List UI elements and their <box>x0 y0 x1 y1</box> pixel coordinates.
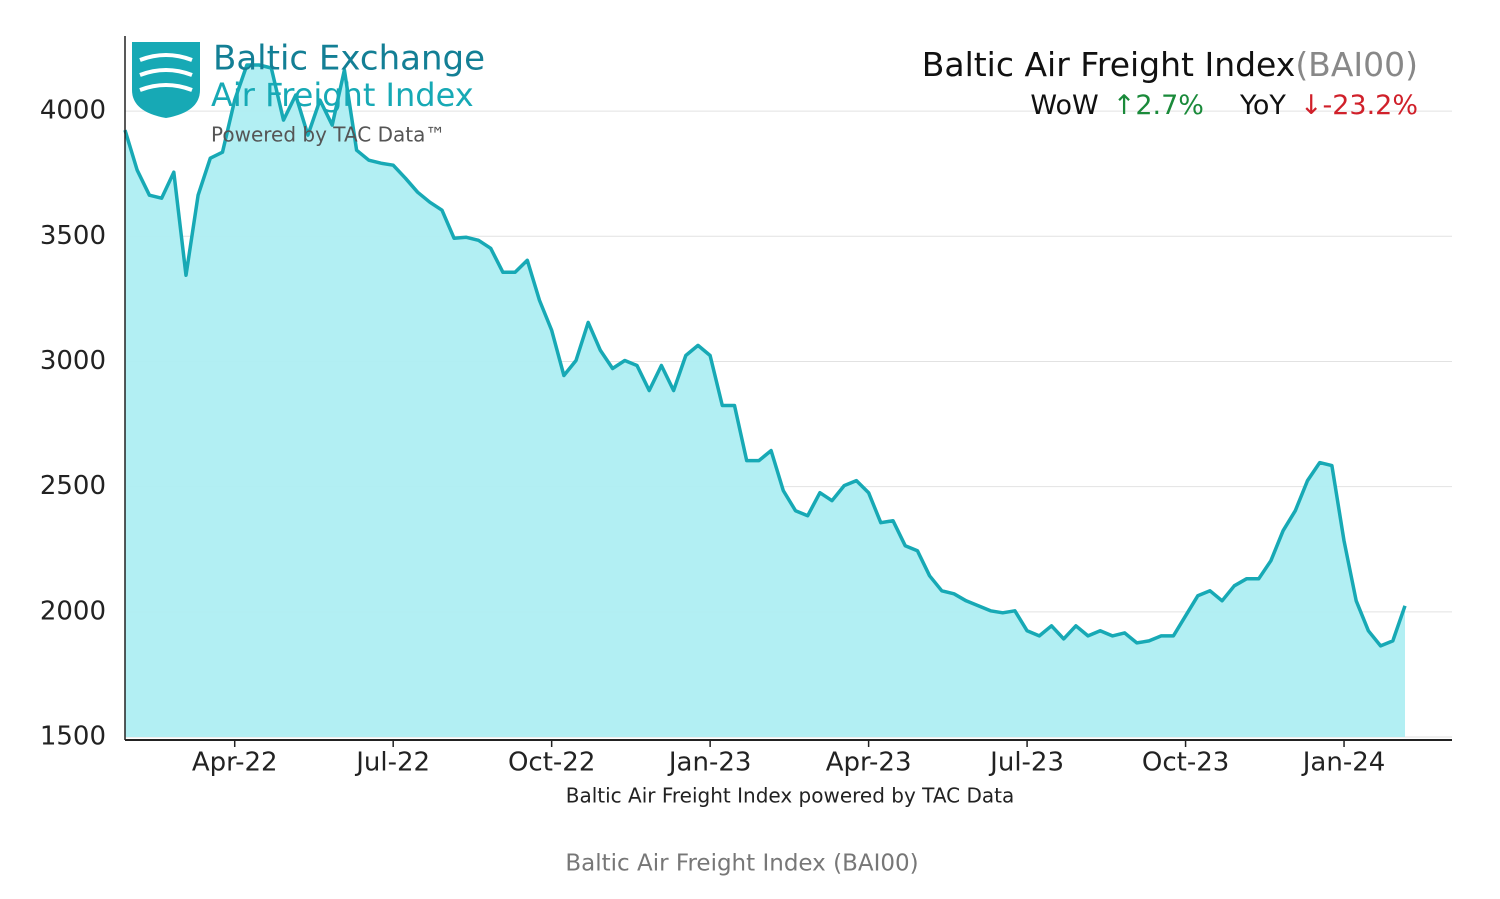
stat-label: YoY <box>1239 90 1286 121</box>
y-tick-label: 4000 <box>40 96 106 126</box>
x-tick-label: Jul-23 <box>988 748 1064 778</box>
title-text: Baltic Air Freight Index <box>922 45 1296 84</box>
x-axis-label: Baltic Air Freight Index powered by TAC … <box>566 784 1014 808</box>
x-tick-label: Jan-23 <box>667 748 752 778</box>
logo-powered: Powered by TAC Data™ <box>211 123 445 147</box>
stat-value: ↑2.7% <box>1113 90 1204 121</box>
x-tick-label: Apr-22 <box>192 748 278 778</box>
caption: Baltic Air Freight Index (BAI00) <box>565 851 918 877</box>
x-tick-label: Oct-22 <box>508 748 595 778</box>
plot-area: 1500 2000 2500 3000 3500 4000 Apr-22 Jul-22 Oct-… <box>40 36 1452 778</box>
logo: Baltic Exchange Air Freight Index Powere… <box>132 39 485 147</box>
logo-waves <box>139 53 193 92</box>
y-tick-label: 2500 <box>40 471 106 501</box>
x-tick-label: Jan-24 <box>1301 748 1386 778</box>
x-tick-label: Oct-23 <box>1142 748 1229 778</box>
x-tick-label: Apr-23 <box>826 748 912 778</box>
title-code: (BAI00) <box>1295 45 1418 84</box>
y-tick-label: 3000 <box>40 346 106 376</box>
y-tick-label: 2000 <box>40 596 106 626</box>
stat-label: WoW <box>1030 90 1098 121</box>
logo-icon <box>132 42 200 118</box>
x-tick-label: Jul-22 <box>354 748 430 778</box>
area <box>125 65 1405 737</box>
y-tick-label: 1500 <box>40 722 106 752</box>
y-tick-label: 3500 <box>40 221 106 251</box>
logo-product: Air Freight Index <box>211 76 474 114</box>
stat-value: ↓-23.2% <box>1300 90 1418 121</box>
chart-title: Baltic Air Freight Index(BAI00) <box>922 45 1418 84</box>
line <box>123 63 1407 648</box>
stats: WoW ↑2.7% YoY ↓-23.2% <box>1030 90 1418 121</box>
logo-name: Baltic Exchange <box>213 39 485 79</box>
